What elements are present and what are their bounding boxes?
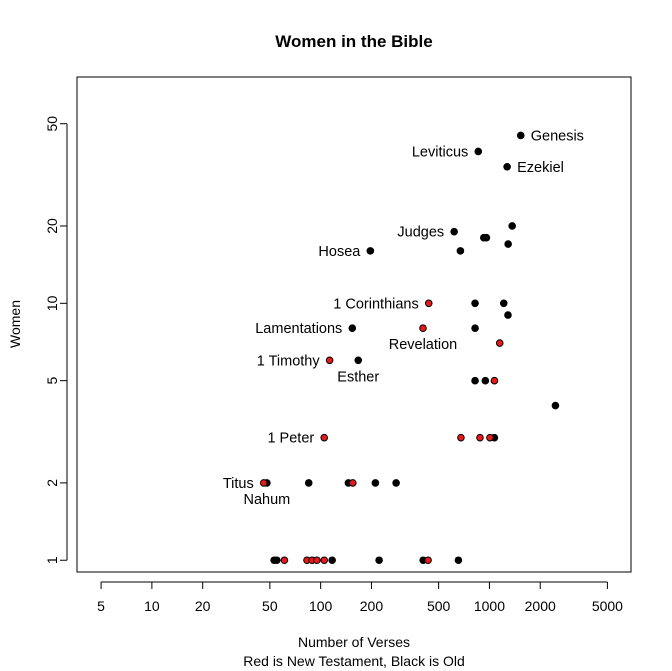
data-point — [328, 556, 336, 565]
data-point — [424, 299, 433, 308]
data-point — [495, 339, 504, 347]
data-point — [325, 356, 334, 365]
data-point — [490, 376, 499, 385]
data-point — [354, 356, 363, 365]
data-point — [504, 311, 512, 319]
x-axis-label: Number of Verses — [298, 634, 410, 650]
y-tick-label: 5 — [44, 377, 60, 385]
data-point — [516, 131, 525, 140]
y-tick-label: 10 — [44, 295, 60, 311]
y-tick-label: 2 — [44, 479, 60, 487]
x-tick-label: 100 — [309, 598, 333, 614]
x-tick-label: 5000 — [592, 598, 623, 614]
x-tick-label: 500 — [427, 598, 451, 614]
point-label: Lamentations — [255, 321, 342, 337]
data-point — [471, 324, 479, 333]
point-label: Ezekiel — [517, 160, 564, 176]
point-label: 1 Corinthians — [333, 296, 418, 312]
data-point — [482, 233, 491, 242]
y-tick-label: 20 — [44, 218, 60, 234]
point-label: Esther — [337, 369, 379, 385]
data-point — [503, 162, 511, 171]
x-tick-label: 50 — [262, 598, 278, 614]
data-point — [313, 556, 321, 565]
data-point — [259, 479, 268, 487]
data-point — [476, 433, 484, 442]
data-point — [456, 247, 465, 255]
point-label: Leviticus — [412, 144, 468, 160]
point-label: 1 Peter — [267, 431, 314, 447]
x-tick-label: 5 — [97, 598, 105, 614]
x-axis-sublabel: Red is New Testament, Black is Old — [243, 653, 465, 669]
data-point — [348, 324, 357, 333]
data-point — [366, 247, 375, 255]
data-point — [481, 376, 490, 385]
data-point — [375, 556, 383, 565]
data-point — [486, 433, 494, 442]
x-tick-label: 2000 — [525, 598, 556, 614]
point-label: 1 Timothy — [257, 353, 321, 369]
point-label: Titus — [223, 476, 254, 492]
data-point — [471, 299, 479, 308]
data-point — [499, 299, 508, 308]
data-point — [504, 240, 512, 248]
point-annotations: Genesis Leviticus Ezekiel Judges Hosea 1 Cori… — [223, 128, 584, 507]
data-points — [259, 131, 560, 565]
x-tick-label: 200 — [360, 598, 384, 614]
data-point — [474, 147, 483, 156]
y-axis: 1 2 5 10 20 50 — [44, 116, 68, 564]
data-point — [273, 556, 281, 565]
x-tick-label: 10 — [144, 598, 160, 614]
point-label: Judges — [397, 225, 444, 241]
data-point — [371, 479, 380, 487]
data-point — [348, 479, 357, 487]
data-point — [419, 324, 427, 333]
x-tick-label: 20 — [195, 598, 211, 614]
y-axis-label: Women — [7, 300, 23, 348]
x-tick-label: 1000 — [474, 598, 505, 614]
y-tick-label: 1 — [44, 556, 60, 564]
data-point — [392, 479, 400, 487]
data-point — [454, 556, 463, 565]
point-label: Hosea — [318, 244, 361, 260]
y-tick-label: 50 — [44, 116, 60, 132]
data-point — [450, 227, 458, 236]
x-axis: 5 10 20 50 100 200 500 1000 2000 5000 — [97, 581, 623, 614]
data-point — [304, 479, 313, 487]
data-point — [471, 376, 479, 385]
point-label: Genesis — [531, 128, 584, 144]
data-point — [457, 433, 465, 442]
point-label: Nahum — [243, 492, 290, 508]
data-point — [424, 556, 432, 565]
data-point — [508, 222, 516, 230]
data-point — [551, 401, 560, 410]
plot-frame — [76, 76, 632, 573]
chart-title: Women in the Bible — [275, 32, 432, 51]
point-label: Revelation — [389, 337, 458, 353]
data-point — [320, 433, 329, 442]
data-point — [320, 556, 329, 565]
data-point — [280, 556, 289, 565]
